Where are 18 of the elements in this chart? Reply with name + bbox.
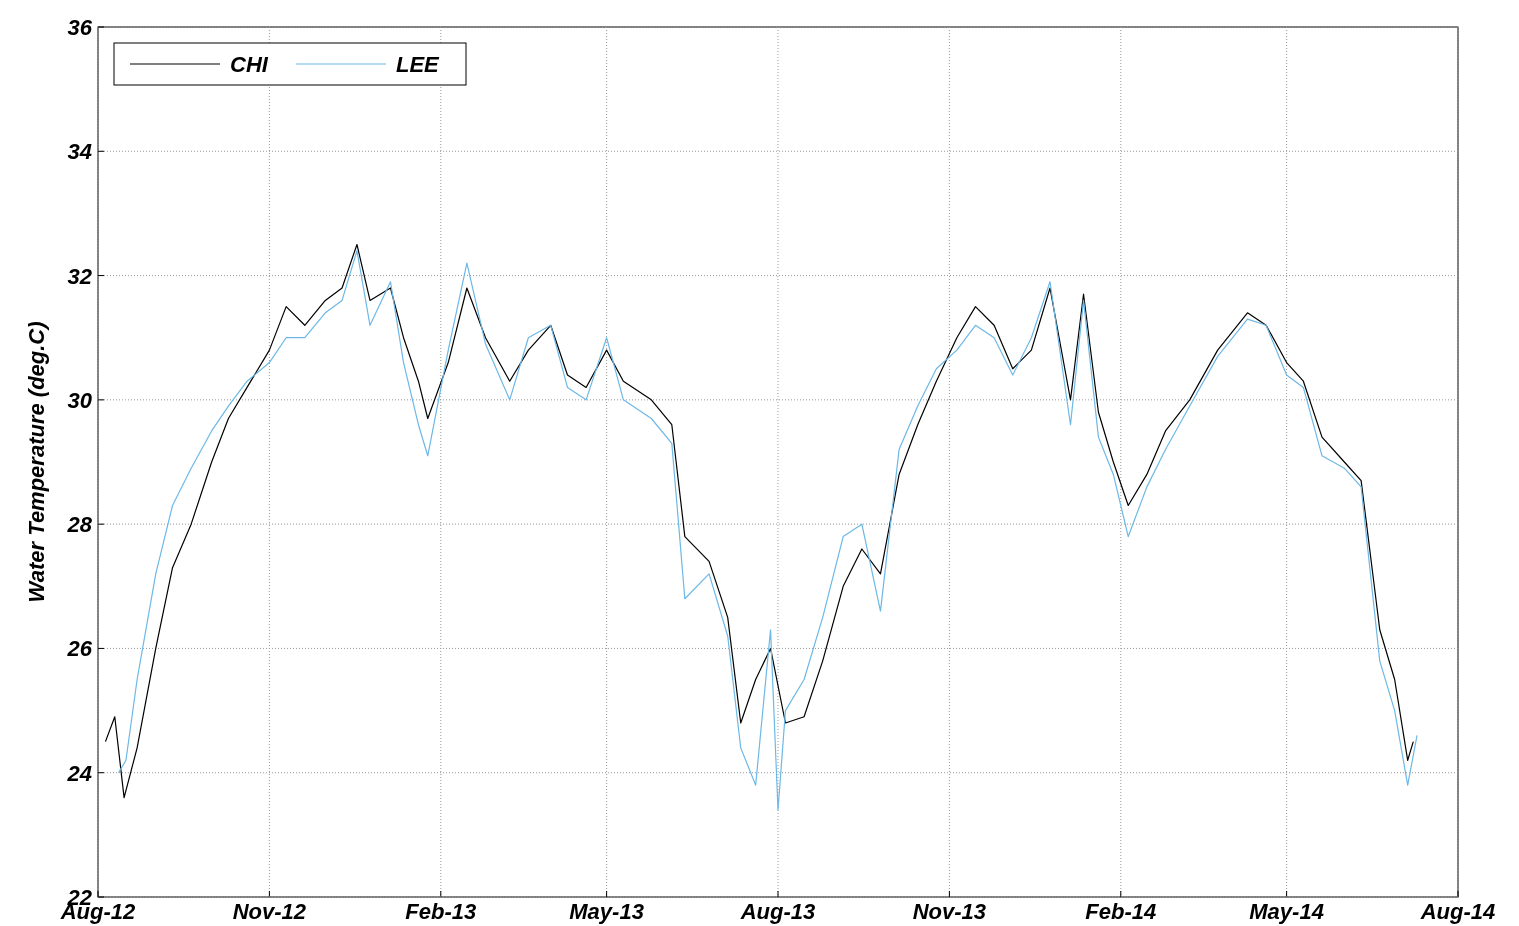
- y-tick-label: 36: [67, 15, 93, 40]
- x-tick-label: Aug-13: [739, 899, 816, 924]
- x-tick-label: Aug-14: [1419, 899, 1496, 924]
- x-tick-label: Feb-13: [405, 899, 477, 924]
- x-tick-label: May-13: [569, 899, 644, 924]
- y-tick-label: 28: [66, 512, 93, 538]
- x-tick-label: Nov-13: [912, 899, 987, 924]
- legend-label: CHI: [230, 52, 269, 77]
- x-tick-label: Nov-12: [232, 899, 307, 924]
- y-tick-label: 32: [67, 263, 93, 289]
- legend-label: LEE: [396, 52, 441, 77]
- y-tick-label: 30: [67, 387, 93, 413]
- x-tick-label: Feb-14: [1085, 899, 1157, 924]
- y-tick-label: 24: [66, 760, 92, 786]
- y-tick-label: 34: [67, 139, 92, 165]
- y-tick-label: 26: [66, 636, 93, 662]
- x-tick-label: May-14: [1249, 899, 1324, 924]
- y-axis-title: Water Temperature (deg.C): [24, 321, 49, 603]
